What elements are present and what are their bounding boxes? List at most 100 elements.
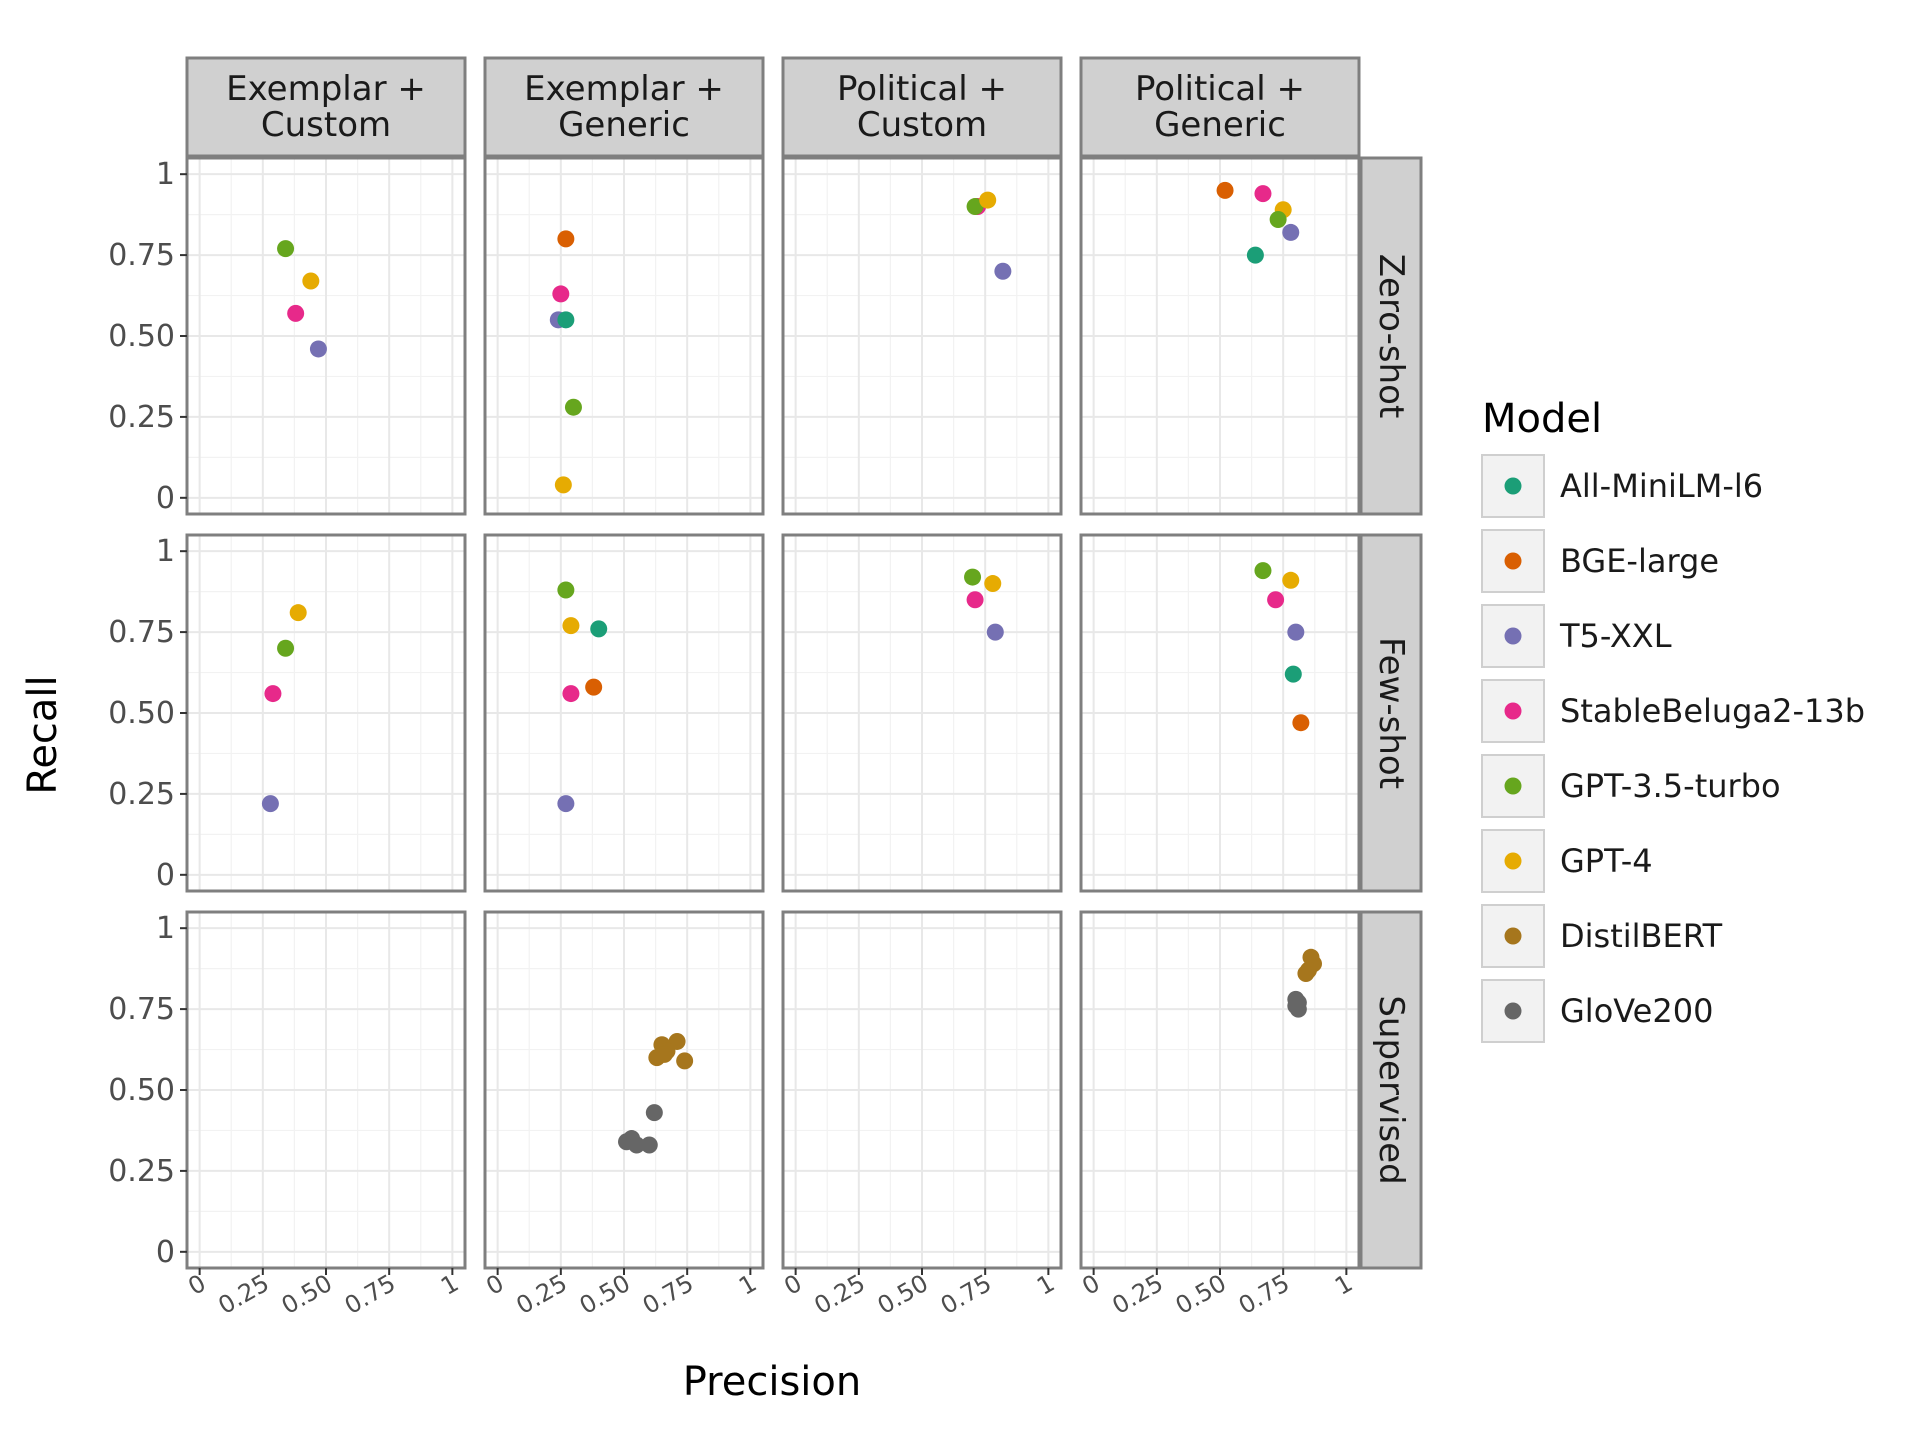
legend-swatch (1504, 777, 1522, 795)
strip-row-2-label: Supervised (1371, 995, 1411, 1184)
y-tick-label: 1 (156, 157, 175, 192)
y-tick-label: 0 (156, 1235, 175, 1270)
strip-col-3-line2: Generic (1154, 105, 1286, 145)
y-tick-label: 0.75 (108, 615, 175, 650)
point-gpt-3-5-turbo (277, 639, 295, 657)
point-gpt-4 (554, 476, 572, 494)
legend: Model All-MiniLM-l6 BGE-large T5-XXL Stable… (1481, 396, 1865, 1043)
point-glove200 (628, 1136, 646, 1154)
legend-label: StableBeluga2-13b (1560, 692, 1865, 730)
legend-entry-6: DistilBERT (1481, 904, 1723, 968)
legend-label: BGE-large (1560, 542, 1719, 580)
point-gpt-3-5-turbo (557, 581, 575, 599)
panel-r0-c2 (781, 156, 1063, 516)
point-stablebeluga2-13b (562, 685, 580, 703)
point-gpt-4 (302, 272, 320, 290)
point-stablebeluga2-13b (264, 685, 282, 703)
y-axis-title: Recall (20, 675, 66, 794)
panel-r2-c1 (483, 910, 765, 1270)
legend-label: GPT-3.5-turbo (1560, 767, 1781, 805)
legend-swatch (1504, 552, 1522, 570)
point-t5-xxl (986, 623, 1004, 641)
point-stablebeluga2-13b (1267, 591, 1285, 609)
strip-row-0-label: Zero-shot (1371, 254, 1411, 419)
strip-col-1-line2: Generic (558, 105, 690, 145)
point-gpt-4 (984, 575, 1002, 593)
legend-entry-3: StableBeluga2-13b (1481, 679, 1865, 743)
legend-label: T5-XXL (1559, 617, 1672, 655)
point-t5-xxl (1282, 223, 1300, 241)
y-tick-label: 0.50 (108, 696, 175, 731)
panel-r1-c1 (483, 533, 765, 893)
strip-row-1: Few-shot (1359, 533, 1423, 893)
point-bge-large (1292, 714, 1310, 732)
y-tick-label: 0.75 (108, 992, 175, 1027)
point-t5-xxl (261, 795, 279, 813)
point-gpt-4 (289, 604, 307, 622)
legend-swatch (1504, 702, 1522, 720)
panel-r2-c0 (185, 910, 467, 1270)
legend-swatch (1504, 477, 1522, 495)
legend-entry-4: GPT-3.5-turbo (1481, 754, 1781, 818)
legend-swatch (1504, 627, 1522, 645)
point-gpt-4 (562, 617, 580, 635)
legend-swatch (1504, 852, 1522, 870)
panel-r1-c2 (781, 533, 1063, 893)
y-tick-label: 0.50 (108, 319, 175, 354)
legend-swatch (1504, 1002, 1522, 1020)
point-gpt-3-5-turbo (277, 240, 295, 258)
legend-entry-0: All-MiniLM-l6 (1481, 454, 1763, 518)
strip-col-3-line1: Political + (1135, 69, 1305, 109)
point-all-minilm-l6 (590, 620, 608, 638)
strip-col-1-line1: Exemplar + (524, 69, 724, 109)
point-bge-large (557, 230, 575, 248)
point-t5-xxl (309, 340, 327, 358)
legend-label: All-MiniLM-l6 (1560, 467, 1763, 505)
point-glove200 (645, 1104, 663, 1122)
point-all-minilm-l6 (1246, 246, 1264, 264)
panel-r0-c1 (483, 156, 765, 516)
point-glove200 (640, 1136, 658, 1154)
point-stablebeluga2-13b (287, 304, 305, 322)
strip-row-2: Supervised (1359, 910, 1423, 1270)
y-tick-label: 0 (156, 481, 175, 516)
point-glove200 (1289, 1000, 1307, 1018)
point-distilbert (655, 1045, 673, 1063)
point-t5-xxl (557, 795, 575, 813)
point-distilbert (676, 1052, 694, 1070)
strip-col-2: Political +Custom (781, 56, 1063, 158)
point-stablebeluga2-13b (966, 591, 984, 609)
y-tick-label: 1 (156, 534, 175, 569)
point-bge-large (1216, 181, 1234, 199)
point-t5-xxl (994, 262, 1012, 280)
facet-panels (185, 156, 1361, 1270)
point-gpt-3-5-turbo (964, 568, 982, 586)
x-axis-title: Precision (683, 1359, 861, 1405)
point-gpt-4 (1282, 571, 1300, 589)
point-all-minilm-l6 (1284, 665, 1302, 683)
point-gpt-3-5-turbo (966, 198, 984, 216)
legend-label: GloVe200 (1560, 992, 1713, 1030)
strip-col-0-line2: Custom (261, 105, 391, 145)
point-gpt-3-5-turbo (564, 398, 582, 416)
strip-col-2-line2: Custom (857, 105, 987, 145)
y-tick-label: 0.25 (108, 400, 175, 435)
point-stablebeluga2-13b (1254, 185, 1272, 203)
strip-col-0: Exemplar +Custom (185, 56, 467, 158)
strip-row-0: Zero-shot (1359, 156, 1423, 516)
y-tick-label: 0.25 (108, 777, 175, 812)
point-t5-xxl (1287, 623, 1305, 641)
point-all-minilm-l6 (557, 311, 575, 329)
point-bge-large (585, 678, 603, 696)
y-tick-label: 0 (156, 858, 175, 893)
legend-title: Model (1482, 396, 1602, 442)
panel-r0-c0 (185, 156, 467, 516)
legend-label: DistilBERT (1560, 917, 1723, 955)
panel-r0-c3 (1079, 156, 1361, 516)
point-gpt-3-5-turbo (1269, 210, 1287, 228)
panel-r2-c2 (781, 910, 1063, 1270)
legend-entry-5: GPT-4 (1481, 829, 1653, 893)
y-tick-label: 0.25 (108, 1154, 175, 1189)
